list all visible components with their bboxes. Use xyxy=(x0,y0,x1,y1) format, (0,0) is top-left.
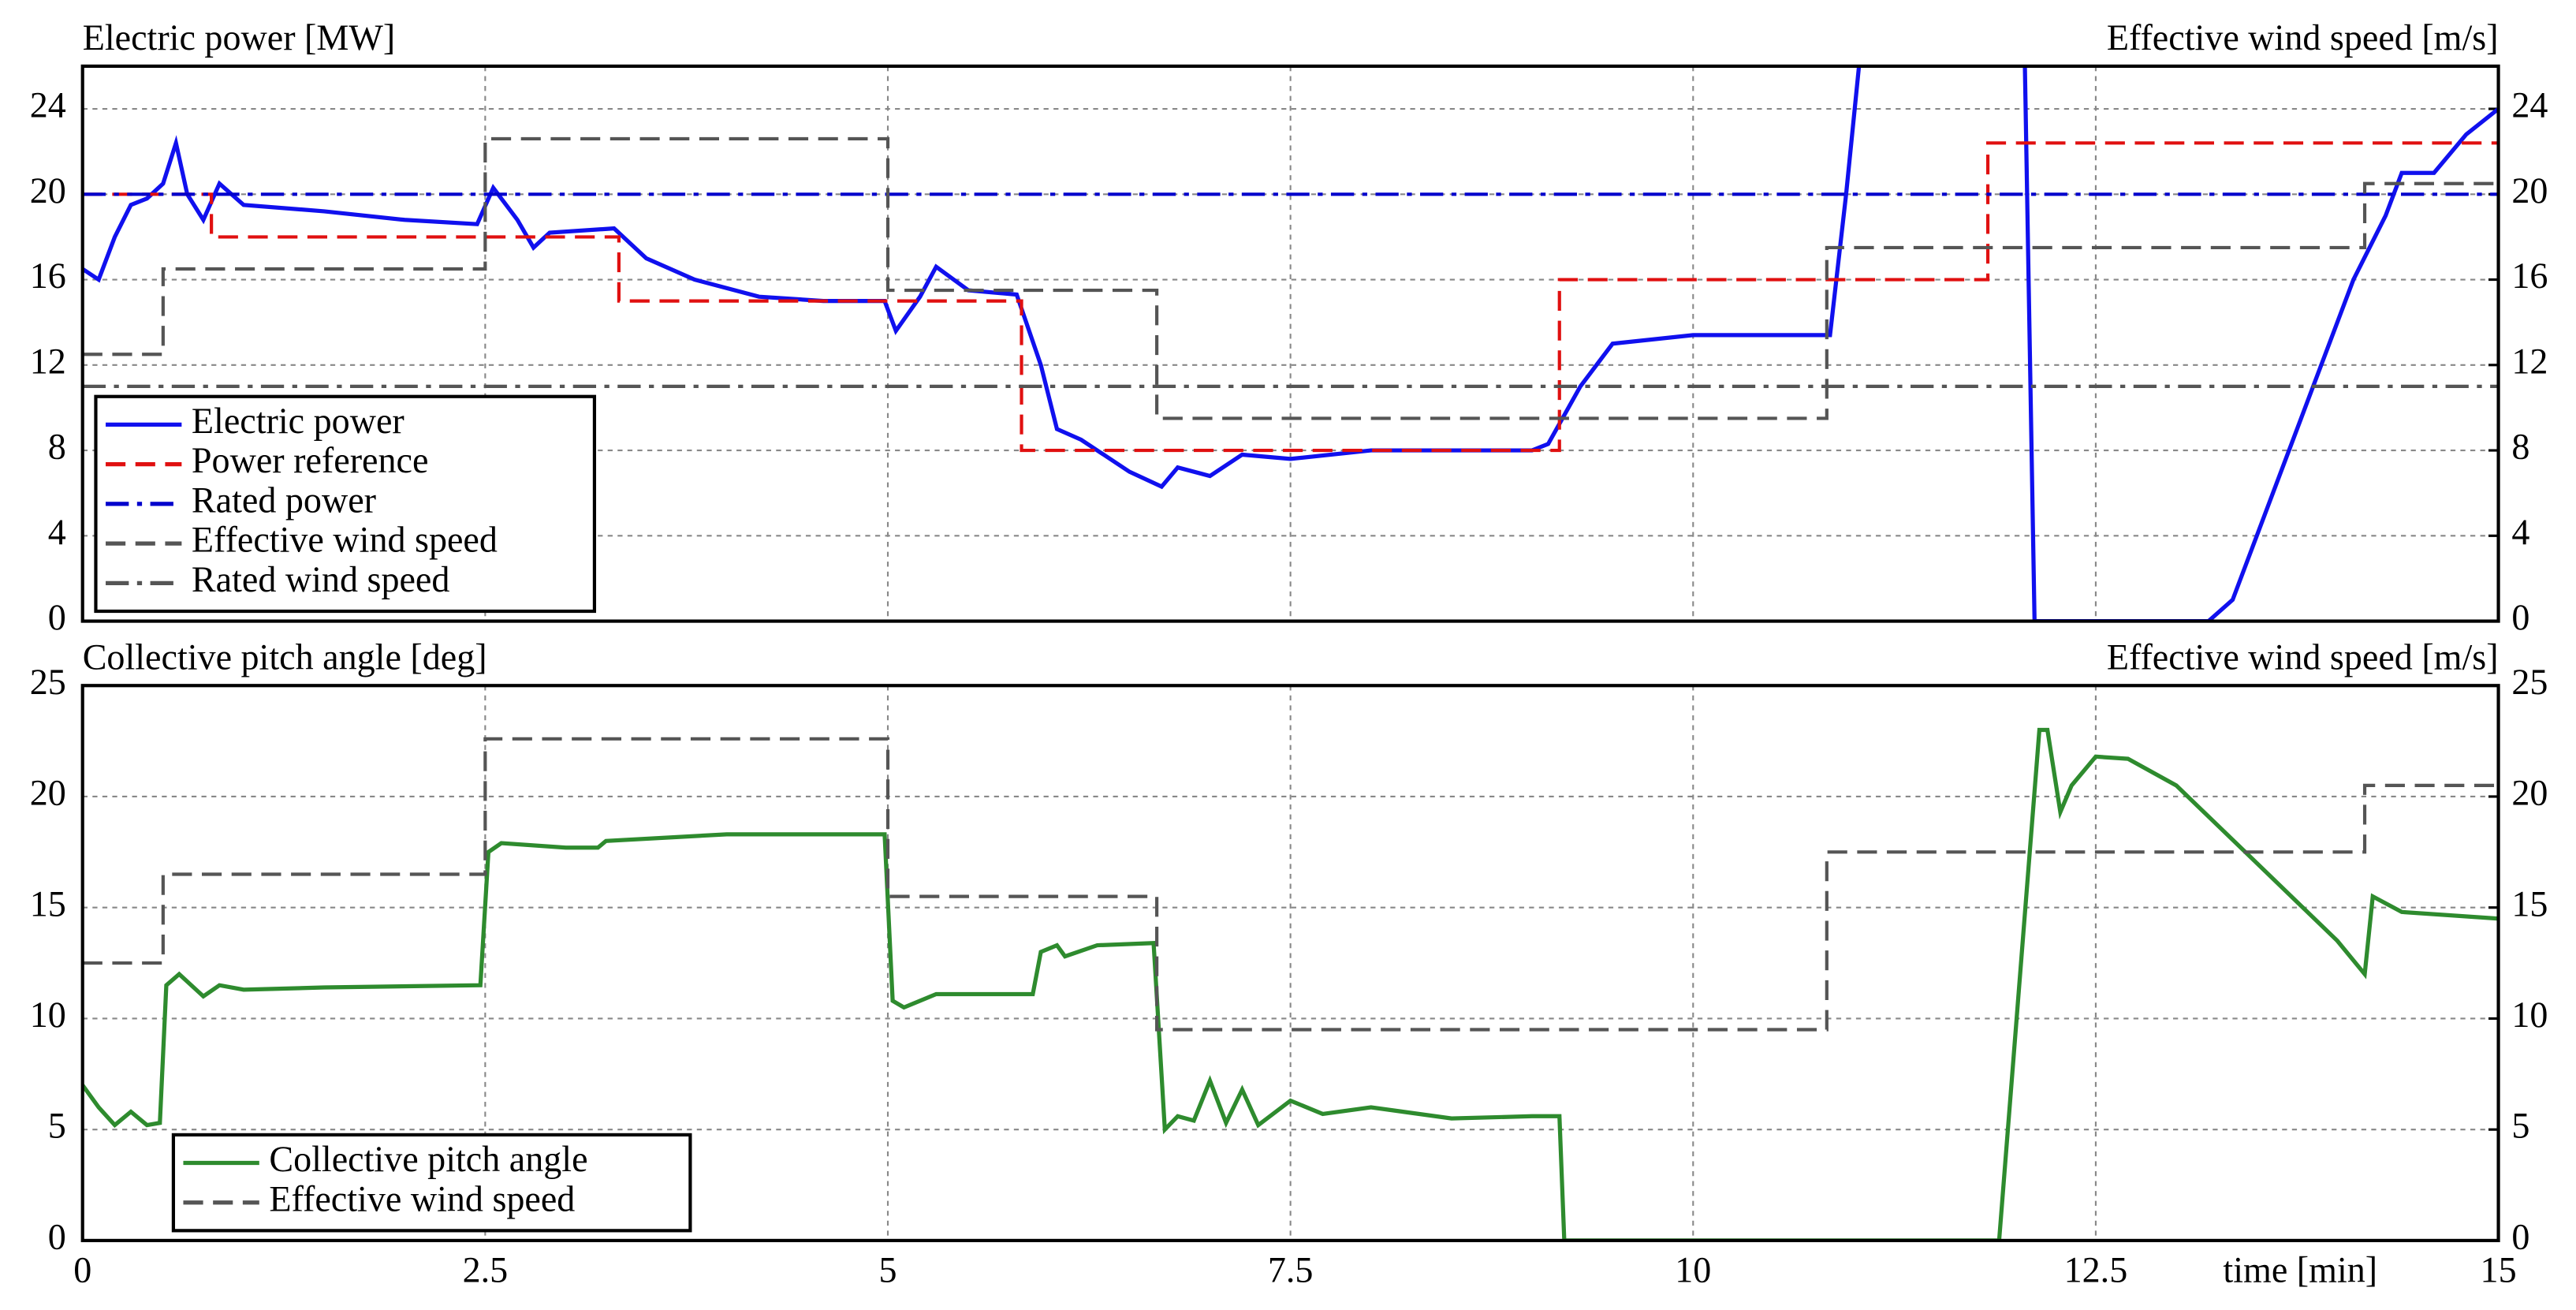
y2-axis-label: Effective wind speed [m/s] xyxy=(2107,636,2499,677)
y2-tick-label: 4 xyxy=(2511,512,2529,552)
legend-box xyxy=(94,394,597,614)
legend-box xyxy=(171,1133,692,1233)
legend-label: Electric power xyxy=(192,401,404,441)
legend-label: Power reference xyxy=(192,440,429,480)
y-axis-label: Electric power [MW] xyxy=(83,17,395,58)
plot-lines xyxy=(82,727,2499,1241)
x-axis-label: time [min] xyxy=(2223,1249,2377,1289)
y-tick-label: 4 xyxy=(48,512,66,552)
y-tick-label: 5 xyxy=(48,1106,66,1146)
legend-label: Rated power xyxy=(192,480,376,520)
series-line xyxy=(82,727,2499,1241)
x-tick-label: 15 xyxy=(2481,1249,2517,1289)
y2-tick-label: 20 xyxy=(2511,170,2548,211)
legend-label: Effective wind speed xyxy=(269,1178,575,1219)
y2-tick-label: 0 xyxy=(2511,1216,2529,1256)
y-tick-label: 15 xyxy=(30,883,66,924)
y2-tick-label: 12 xyxy=(2511,341,2548,381)
y-tick-label: 20 xyxy=(30,773,66,813)
y-tick-label: 12 xyxy=(30,341,66,381)
y-tick-label: 0 xyxy=(48,597,66,637)
y-tick-label: 20 xyxy=(30,170,66,211)
y2-tick-label: 10 xyxy=(2511,995,2548,1035)
x-tick-label: 2.5 xyxy=(463,1249,509,1289)
y-tick-label: 0 xyxy=(48,1216,66,1256)
x-tick-label: 0 xyxy=(73,1249,91,1289)
y2-tick-label: 24 xyxy=(2511,85,2548,125)
plot-lines xyxy=(82,65,2499,621)
plot-frame xyxy=(80,64,2500,623)
x-tick-label: 5 xyxy=(878,1249,897,1289)
y2-tick-label: 8 xyxy=(2511,427,2529,467)
plot-frame xyxy=(80,684,2500,1242)
series-line xyxy=(82,141,2499,453)
legend-label: Rated wind speed xyxy=(192,559,449,599)
y2-tick-label: 25 xyxy=(2511,662,2548,702)
legend-label: Collective pitch angle xyxy=(269,1139,587,1179)
series-line xyxy=(82,136,2499,420)
y2-tick-label: 15 xyxy=(2511,883,2548,924)
y2-tick-label: 0 xyxy=(2511,597,2529,637)
y-tick-label: 25 xyxy=(30,662,66,702)
y-tick-label: 16 xyxy=(30,256,66,296)
y2-tick-label: 20 xyxy=(2511,773,2548,813)
y-axis-label: Collective pitch angle [deg] xyxy=(83,636,487,677)
y2-tick-label: 16 xyxy=(2511,256,2548,296)
x-tick-label: 7.5 xyxy=(1268,1249,1314,1289)
y-tick-label: 10 xyxy=(30,995,66,1035)
x-tick-label: 12.5 xyxy=(2064,1249,2128,1289)
series-line xyxy=(82,737,2499,1032)
y-tick-label: 8 xyxy=(48,427,66,467)
y-tick-label: 24 xyxy=(30,85,66,125)
y2-tick-label: 5 xyxy=(2511,1106,2529,1146)
x-tick-label: 10 xyxy=(1675,1249,1711,1289)
legend-label: Effective wind speed xyxy=(192,520,498,560)
y2-axis-label: Effective wind speed [m/s] xyxy=(2107,17,2499,58)
